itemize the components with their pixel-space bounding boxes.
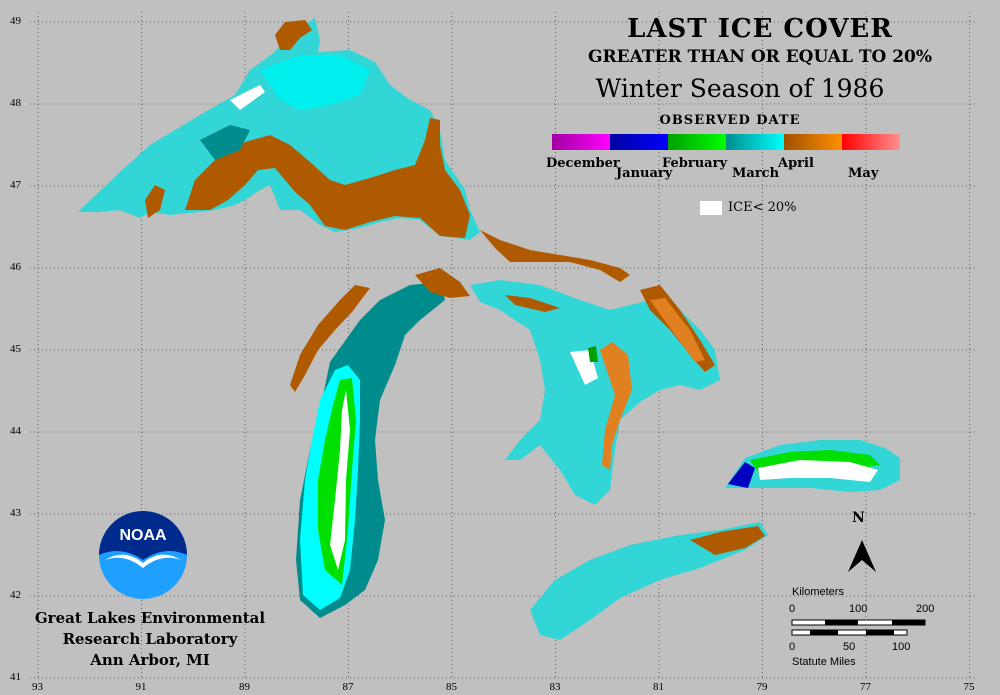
longitude-label: 87 xyxy=(342,681,354,693)
latitude-label: 45 xyxy=(10,343,21,355)
lake-erie-base xyxy=(530,522,768,640)
lake-erie-east-ice xyxy=(690,526,765,555)
lake-superior-lower-bay xyxy=(145,185,165,218)
lake-michigan-open xyxy=(330,390,350,570)
latitude-label: 48 xyxy=(10,97,21,109)
legend-swatch xyxy=(668,134,726,150)
legend-swatch xyxy=(610,134,668,150)
scale-mi-tick: 100 xyxy=(892,641,911,653)
latitude-label: 46 xyxy=(10,261,21,273)
legend-month-label: April xyxy=(778,156,814,171)
latitude-label: 42 xyxy=(10,589,21,601)
noaa-logo-text: NOAA xyxy=(119,527,167,544)
credit-line: Ann Arbor, MI xyxy=(90,651,210,669)
longitude-label: 79 xyxy=(756,681,768,693)
scale-mi-tick: 0 xyxy=(789,641,796,653)
north-channel xyxy=(480,230,630,282)
lake-ontario xyxy=(725,440,900,492)
legend-month-label: January xyxy=(616,166,673,181)
latitude-label: 47 xyxy=(10,179,21,191)
north-arrow-shape xyxy=(848,540,876,572)
lake-superior xyxy=(78,18,480,240)
lake-huron-saginaw-band xyxy=(600,342,632,470)
latitude-label: 43 xyxy=(10,507,21,519)
latitude-label: 49 xyxy=(10,15,21,27)
scale-km-title: Kilometers xyxy=(792,586,844,598)
lake-michigan-straits xyxy=(415,268,470,298)
lake-ontario-open xyxy=(758,460,878,482)
scale-km-tick: 0 xyxy=(789,603,796,615)
legend-swatch xyxy=(552,134,610,150)
noaa-logo-top xyxy=(99,511,187,560)
latitude-label: 44 xyxy=(10,425,21,437)
scale-km-tick: 200 xyxy=(916,603,935,615)
lake-huron xyxy=(470,280,720,505)
map-season: Winter Season of 1986 xyxy=(595,74,885,103)
longitude-label: 93 xyxy=(32,681,43,693)
lake-superior-shallow xyxy=(260,55,370,110)
scale-km-tick: 100 xyxy=(849,603,868,615)
noaa-logo-gull xyxy=(105,554,181,568)
scale-bar xyxy=(791,619,926,636)
longitude-label: 85 xyxy=(446,681,457,693)
north-arrow xyxy=(848,540,876,572)
legend-ice-swatch xyxy=(700,201,722,215)
map-subtitle: GREATER THAN OR EQUAL TO 20% xyxy=(587,47,933,67)
legend-title: OBSERVED DATE xyxy=(659,113,801,128)
legend-month-label: May xyxy=(848,166,879,181)
lake-superior-april-band xyxy=(185,118,470,238)
north-channel-ice xyxy=(480,230,630,282)
legend-month-label: December xyxy=(546,156,620,171)
latitude-label: 41 xyxy=(10,671,21,683)
longitude-label: 83 xyxy=(549,681,561,693)
legend-swatch xyxy=(842,134,900,150)
noaa-logo: NOAA xyxy=(99,511,187,599)
lake-superior-isle-royale xyxy=(230,85,265,110)
legend-month-label: February xyxy=(662,156,728,171)
lake-huron-georgian-light xyxy=(650,298,705,362)
scale-mi-tick: 50 xyxy=(843,641,856,653)
lake-ontario-january xyxy=(728,462,755,488)
credit-line: Great Lakes Environmental xyxy=(34,609,266,627)
lake-huron-north-band xyxy=(505,295,560,312)
lake-huron-feb-spot xyxy=(588,346,598,362)
lake-huron-base xyxy=(470,280,720,505)
lake-erie xyxy=(530,522,768,640)
legend-swatch xyxy=(784,134,842,150)
north-label: N xyxy=(852,510,865,526)
map-title: LAST ICE COVER xyxy=(627,14,893,44)
longitude-label: 89 xyxy=(239,681,250,693)
legend-ice-label: ICE< 20% xyxy=(728,200,797,215)
longitude-label: 75 xyxy=(963,681,975,693)
lake-michigan xyxy=(290,268,470,618)
lake-superior-nipigon xyxy=(275,20,312,50)
legend-month-label: March xyxy=(732,166,780,181)
longitude-label: 91 xyxy=(135,681,147,693)
lake-michigan-green-bay xyxy=(290,285,370,392)
longitude-label: 77 xyxy=(860,681,871,693)
credit-line: Research Laboratory xyxy=(62,630,238,648)
scale-mi-title: Statute Miles xyxy=(792,656,856,668)
longitude-label: 81 xyxy=(653,681,664,693)
legend-swatch xyxy=(726,134,784,150)
lake-superior-dark-patch xyxy=(200,125,250,160)
